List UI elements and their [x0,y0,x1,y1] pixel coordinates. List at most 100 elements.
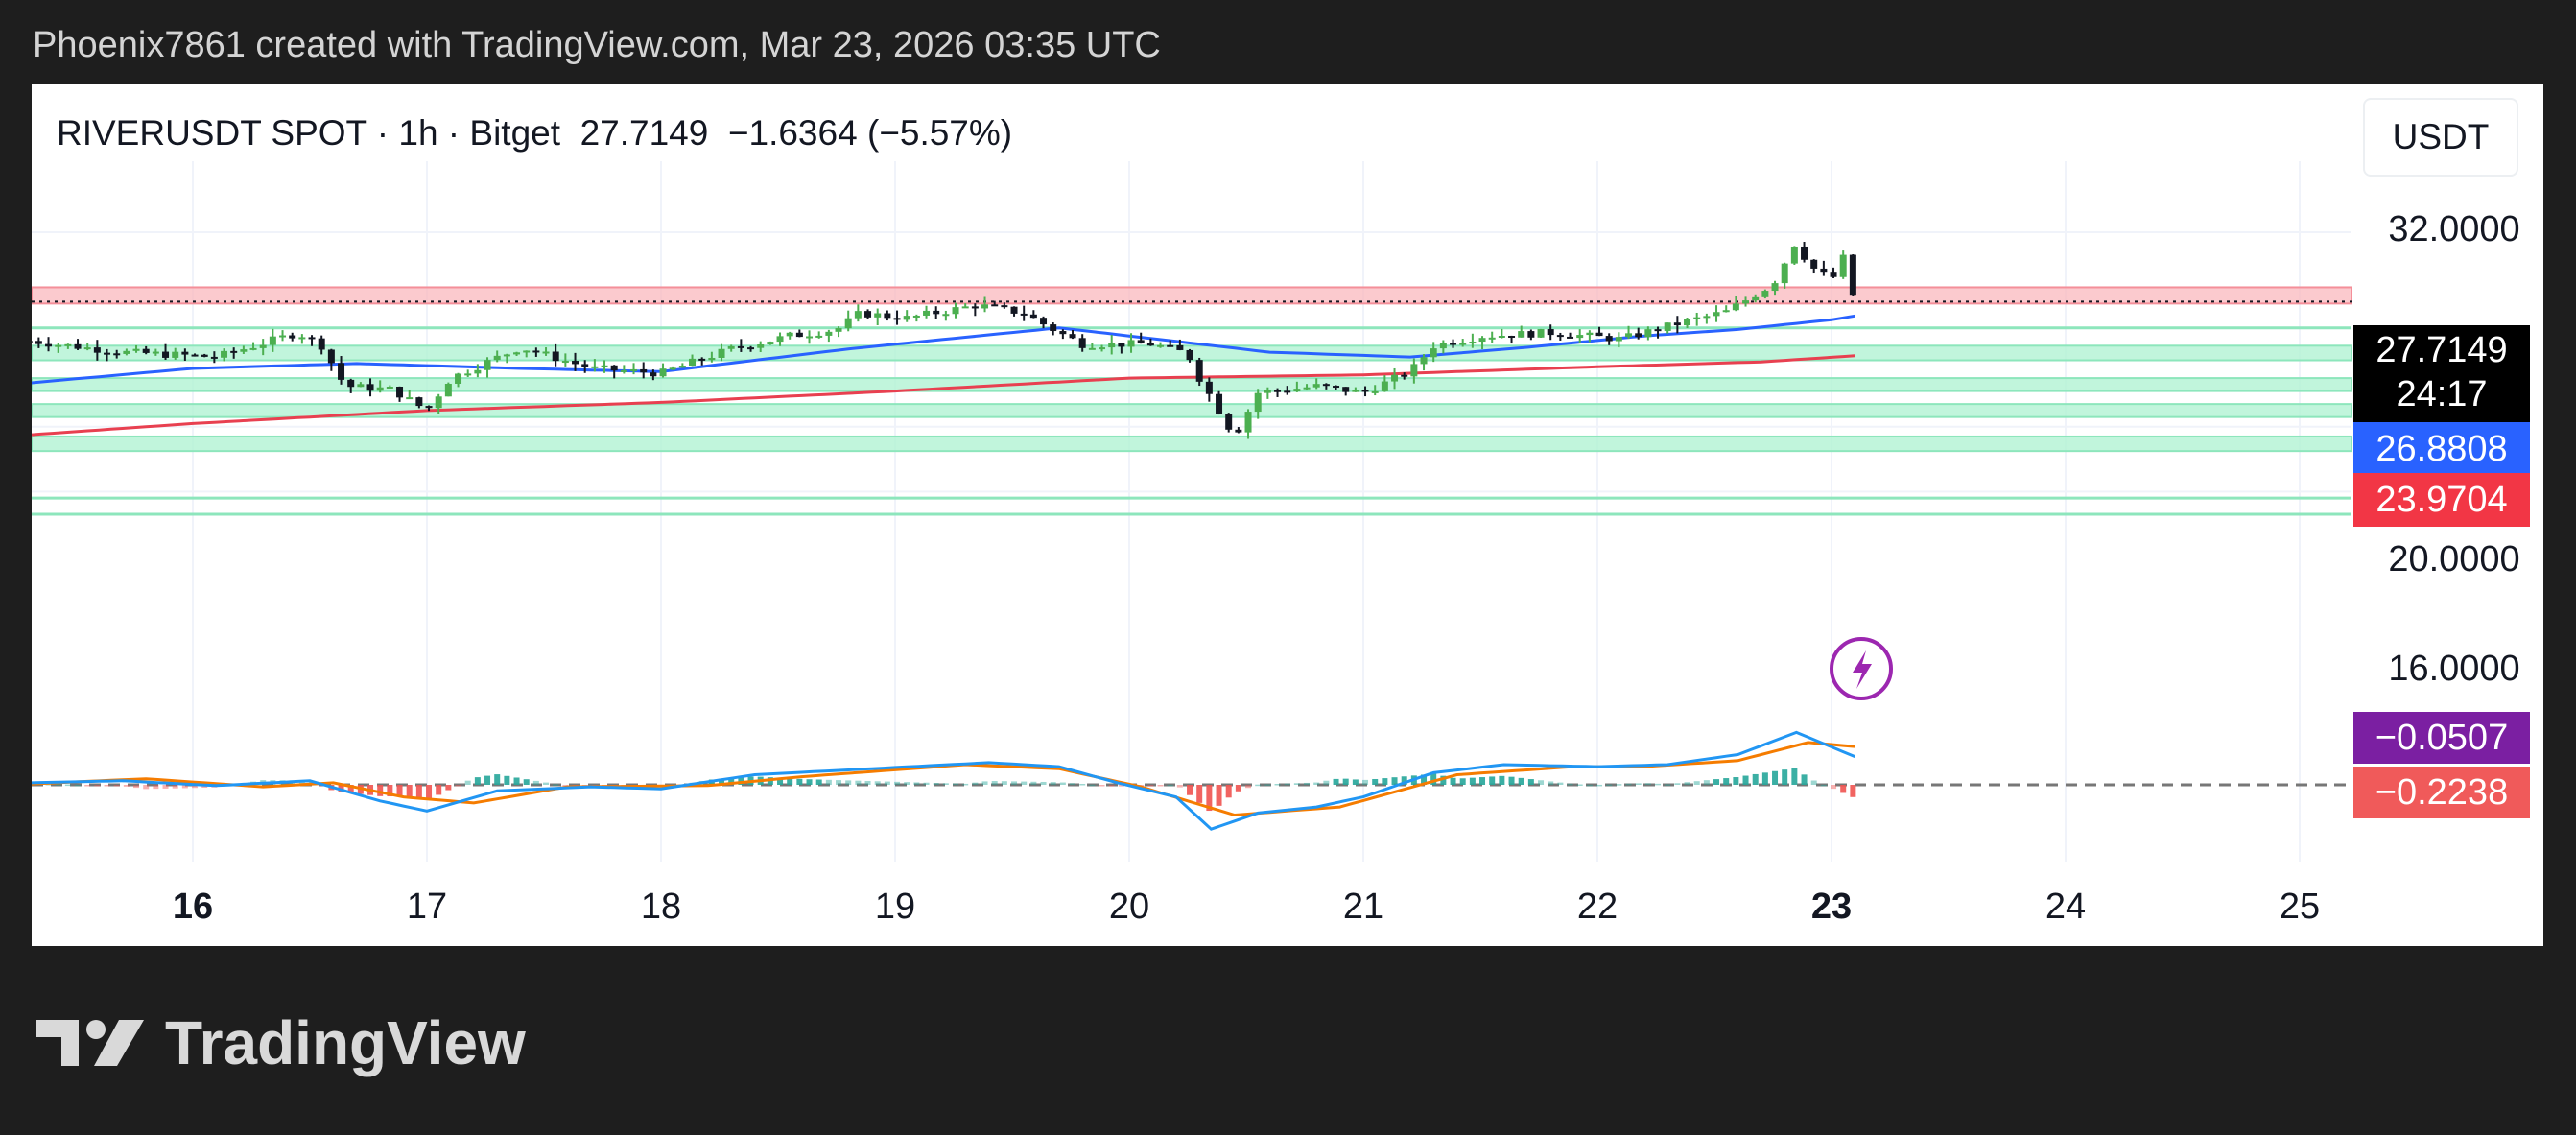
macd-histogram-bar [1372,778,1379,785]
macd-histogram-bar [1459,778,1466,785]
x-tick-label: 25 [2279,887,2321,927]
candle-body [747,347,755,350]
macd-hist-badge: −0.2238 [2353,767,2530,818]
macd-line [32,730,1855,831]
macd-histogram-bar [1596,784,1603,787]
tradingview-logo: TradingView [36,1007,526,1078]
candle-body [45,343,53,347]
macd-histogram-bar [445,785,452,791]
candle-body [640,368,648,373]
candle-body [727,345,735,349]
candle-body [1293,389,1301,391]
macd-histogram-bar [1206,785,1213,812]
candle-body [152,351,159,354]
candle-body [444,383,452,397]
x-tick-label: 19 [874,887,916,927]
macd-histogram-bar [1147,785,1154,787]
candle-body [259,344,267,348]
macd-histogram-bar [75,784,82,787]
candle-body [1099,347,1106,350]
candle-body [464,373,472,376]
macd-histogram-bar [953,783,959,786]
candle-body [581,364,589,367]
candle-body [32,341,33,343]
candle-body [74,343,82,349]
macd-badge: −0.0507 [2353,712,2530,764]
macd-histogram-bar [1323,780,1330,785]
candle-body [991,304,999,307]
currency-button[interactable]: USDT [2363,98,2518,177]
candle-body [83,347,91,350]
macd-histogram-bar [815,779,822,785]
candle-body [1820,268,1828,273]
candle-body [844,318,852,329]
macd-histogram-bar [1499,775,1505,785]
candle-body [1567,336,1574,339]
candle-body [1664,322,1671,331]
candle-body [1830,272,1837,277]
macd-histogram-bar [1752,773,1759,785]
candle-body [650,372,657,377]
macd-histogram-bar [913,782,920,785]
candle-body [1810,259,1818,269]
candle-body [610,365,618,371]
candle-body [425,406,433,409]
x-tick-label: 18 [640,887,682,927]
candle-body [1488,337,1496,340]
candle-body [678,366,686,368]
macd-histogram-bar [1011,781,1018,785]
candle-body [279,335,287,338]
candle-body [1108,343,1116,348]
candle-body [396,386,404,398]
candle-body [1381,381,1388,391]
macd-histogram-bar [133,785,140,789]
macd-histogram-bar [1040,781,1047,785]
candle-body [1605,336,1613,342]
candle-body [162,351,170,358]
x-tick-label: 20 [1108,887,1150,927]
candle-body [172,351,179,358]
macd-histogram-bar [1021,781,1028,785]
macd-histogram-bar [1421,774,1428,785]
macd-histogram-bar [513,777,520,785]
brand-name: TradingView [165,1008,526,1077]
chart-panel[interactable]: RIVERUSDT SPOT · 1h · Bitget 27.7149 −1.… [32,84,2543,946]
macd-histogram-bar [1079,783,1086,786]
candle-body [952,307,959,315]
candle-body [1001,305,1008,308]
macd-histogram-bar [1820,784,1827,787]
candle-body [1576,335,1584,339]
chart-canvas[interactable] [32,84,2543,946]
candle-body [981,304,989,309]
macd-histogram-bar [1489,776,1496,785]
candle-body [1225,414,1233,430]
candle-body [1527,331,1535,338]
candle-body [1069,334,1076,339]
resistance-zone [32,286,2352,305]
candle-body [854,311,862,319]
x-tick-label: 17 [406,887,448,927]
candle-body [1401,374,1408,377]
candle-body [191,354,199,357]
candle-body [1391,374,1399,382]
macd-histogram-bar [1713,779,1720,785]
macd-histogram-bar [1810,780,1817,785]
candle-body [386,386,393,389]
macd-histogram-bar [192,785,199,789]
candle-body [737,345,744,348]
candle-body [1644,329,1652,338]
candle-body [1693,317,1701,319]
x-tick-label: 16 [172,887,214,927]
macd-histogram-bar [1118,785,1124,787]
macd-histogram-bar [1644,783,1651,785]
macd-histogram-bar [1508,776,1515,785]
candle-body [767,342,774,345]
candle-body [1146,343,1154,346]
macd-histogram-bar [1440,775,1447,785]
candle-body [1254,392,1262,413]
last-price-text: 27.7149 [579,113,709,153]
macd-histogram-bar [991,781,998,785]
macd-histogram-bar [1693,781,1700,785]
candle-body [942,314,950,317]
macd-histogram-bar [1176,785,1183,788]
